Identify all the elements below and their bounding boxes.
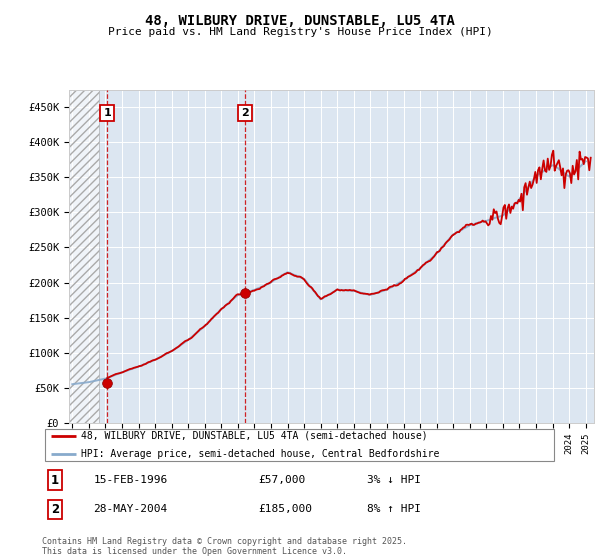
Text: 28-MAY-2004: 28-MAY-2004 xyxy=(94,505,168,514)
Text: 1: 1 xyxy=(51,474,59,487)
Text: 2: 2 xyxy=(51,503,59,516)
Text: 8% ↑ HPI: 8% ↑ HPI xyxy=(367,505,421,514)
Text: 3% ↓ HPI: 3% ↓ HPI xyxy=(367,475,421,485)
FancyBboxPatch shape xyxy=(44,428,554,461)
Text: Price paid vs. HM Land Registry's House Price Index (HPI): Price paid vs. HM Land Registry's House … xyxy=(107,27,493,37)
Text: Contains HM Land Registry data © Crown copyright and database right 2025.
This d: Contains HM Land Registry data © Crown c… xyxy=(42,536,407,556)
Text: 48, WILBURY DRIVE, DUNSTABLE, LU5 4TA: 48, WILBURY DRIVE, DUNSTABLE, LU5 4TA xyxy=(145,14,455,28)
Bar xyxy=(69,90,99,423)
Text: 2: 2 xyxy=(241,108,248,118)
Text: £57,000: £57,000 xyxy=(259,475,306,485)
Text: 15-FEB-1996: 15-FEB-1996 xyxy=(94,475,168,485)
Text: 1: 1 xyxy=(104,108,111,118)
Text: 48, WILBURY DRIVE, DUNSTABLE, LU5 4TA (semi-detached house): 48, WILBURY DRIVE, DUNSTABLE, LU5 4TA (s… xyxy=(80,431,427,441)
Bar xyxy=(69,90,99,423)
Text: HPI: Average price, semi-detached house, Central Bedfordshire: HPI: Average price, semi-detached house,… xyxy=(80,449,439,459)
Text: £185,000: £185,000 xyxy=(259,505,313,514)
